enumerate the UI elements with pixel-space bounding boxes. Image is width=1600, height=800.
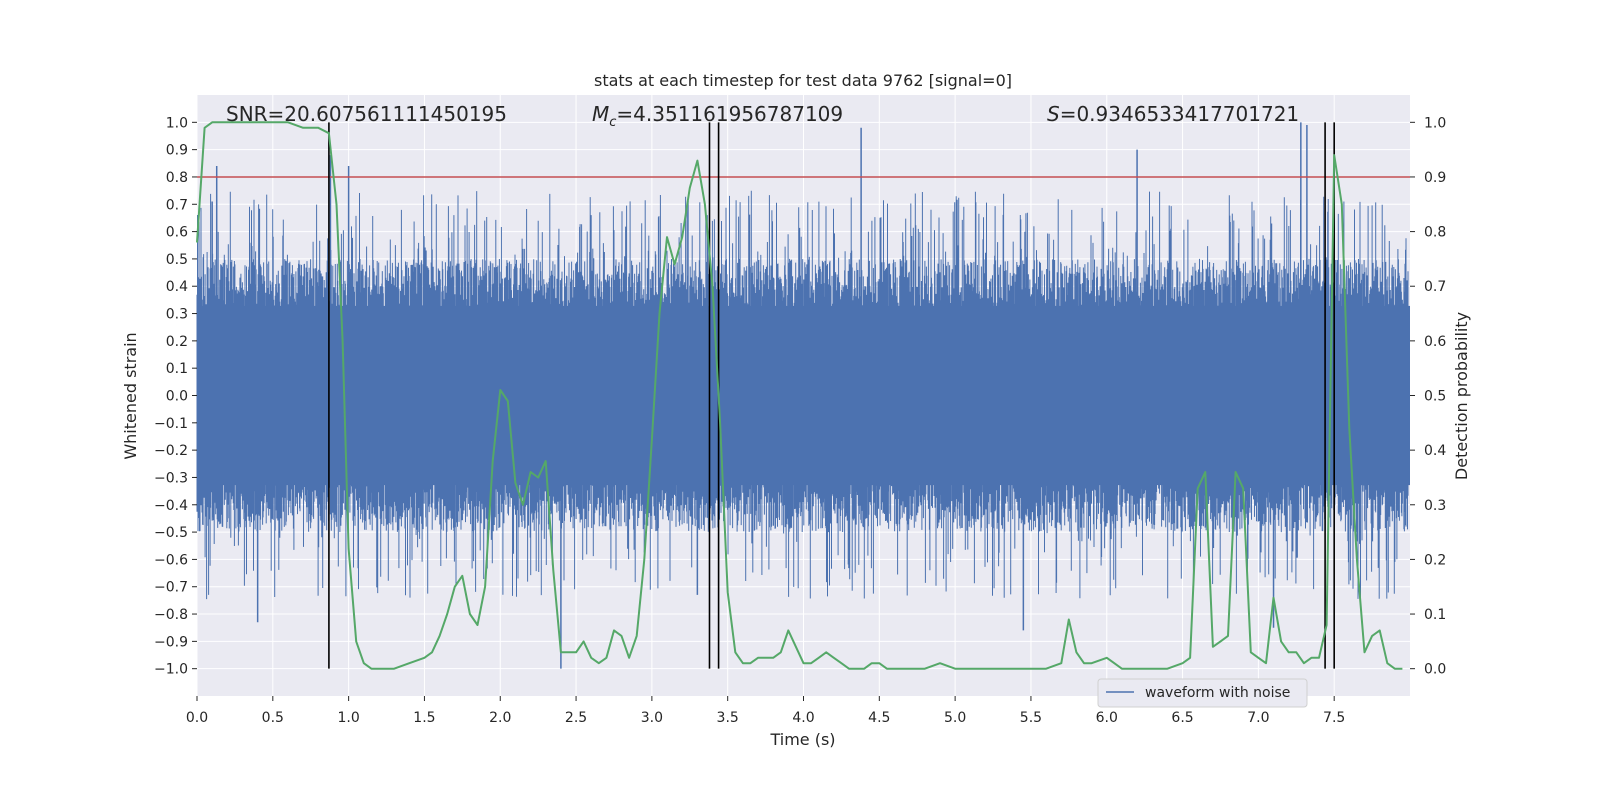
y-left-tick-label: 0.1 [166, 361, 188, 377]
y-left-tick-label: 0.0 [166, 389, 188, 405]
y-left-tick-label: 1.0 [166, 115, 188, 131]
y-left-tick-label: 0.4 [166, 279, 188, 295]
y-left-tick-label: 0.9 [166, 143, 188, 159]
x-tick-label: 5.5 [1020, 710, 1042, 726]
y-left-tick-label: 0.6 [166, 225, 188, 241]
snr-annotation: SNR=20.607561111450195 [226, 102, 507, 126]
y-right-tick-label: 0.7 [1424, 279, 1446, 295]
x-tick-label: 3.5 [717, 710, 739, 726]
y-left-tick-label: −0.7 [154, 580, 188, 596]
chart-title: stats at each timestep for test data 976… [594, 71, 1012, 90]
waveform-series [196, 122, 1410, 669]
y-left-tick-label: −0.8 [154, 607, 188, 623]
legend-box [1097, 678, 1308, 708]
legend-label: waveform with noise [1145, 685, 1290, 701]
x-tick-label: 0.5 [262, 710, 284, 726]
y-right-tick-label: 0.0 [1424, 662, 1446, 678]
x-axis-ticks: 0.0 0.5 1.0 1.5 2.0 2.5 3.0 3.5 4.0 4.5 5.0 5.5 6.0 6… [186, 696, 1345, 726]
x-tick-label: 4.5 [868, 710, 890, 726]
x-tick-label: 2.5 [565, 710, 587, 726]
y-left-tick-label: −1.0 [154, 662, 188, 678]
y-right-axis-label: Detection probability [1452, 312, 1471, 480]
x-tick-label: 4.0 [792, 710, 814, 726]
y-left-tick-label: 0.7 [166, 197, 188, 213]
y-right-tick-label: 1.0 [1424, 115, 1446, 131]
y-left-tick-label: −0.4 [154, 498, 188, 514]
x-tick-label: 7.5 [1323, 710, 1345, 726]
mc-subscript: c [609, 115, 616, 130]
x-tick-label: 1.0 [337, 710, 359, 726]
y-right-tick-label: 0.4 [1424, 443, 1446, 459]
y-left-tick-label: −0.6 [154, 552, 188, 568]
detection-probability-line [196, 121, 1403, 670]
x-tick-label: 3.0 [641, 710, 663, 726]
y-right-tick-label: 0.6 [1424, 334, 1446, 350]
y-left-tick-label: 0.8 [166, 170, 188, 186]
s-value: =0.9346533417701721 [1060, 102, 1299, 126]
x-tick-label: 7.0 [1247, 710, 1269, 726]
y-left-tick-label: 0.3 [166, 307, 188, 323]
x-axis-label: Time (s) [769, 730, 835, 749]
y-left-tick-label: −0.2 [154, 443, 188, 459]
x-tick-label: 0.0 [186, 710, 208, 726]
y-right-tick-label: 0.5 [1424, 389, 1446, 405]
y-left-tick-label: 0.5 [166, 252, 188, 268]
s-annotation: S=0.9346533417701721 [1047, 102, 1299, 126]
x-tick-label: 2.0 [489, 710, 511, 726]
y-right-axis-ticks: 1.0 0.9 0.8 0.7 0.6 0.5 0.4 0.3 0.2 0.1 0.0 [1410, 115, 1446, 678]
x-tick-label: 1.5 [413, 710, 435, 726]
y-left-tick-label: −0.5 [154, 525, 188, 541]
y-left-axis-label: Whitened strain [121, 332, 140, 459]
y-right-tick-label: 0.3 [1424, 498, 1446, 514]
y-left-tick-label: −0.1 [154, 416, 188, 432]
mc-symbol: M [592, 102, 609, 126]
legend: waveform with noise [1097, 678, 1308, 708]
y-left-tick-label: 0.2 [166, 334, 188, 350]
mc-value: =4.351161956787109 [616, 102, 843, 126]
x-tick-label: 5.0 [944, 710, 966, 726]
y-left-tick-label: −0.9 [154, 634, 188, 650]
s-symbol: S [1047, 102, 1060, 126]
y-left-tick-label: −0.3 [154, 470, 188, 486]
y-left-axis-ticks: 1.0 0.9 0.8 0.7 0.6 0.5 0.4 0.3 0.2 0.1 0.0 −0.1 −0.… [154, 115, 197, 678]
detection-probability-series [196, 121, 1403, 670]
chirp-mass-annotation: Mc=4.351161956787109 [592, 102, 843, 130]
y-right-tick-label: 0.1 [1424, 607, 1446, 623]
x-tick-label: 6.0 [1096, 710, 1118, 726]
y-right-tick-label: 0.2 [1424, 552, 1446, 568]
y-right-tick-label: 0.8 [1424, 225, 1446, 241]
x-tick-label: 6.5 [1171, 710, 1193, 726]
y-right-tick-label: 0.9 [1424, 170, 1446, 186]
